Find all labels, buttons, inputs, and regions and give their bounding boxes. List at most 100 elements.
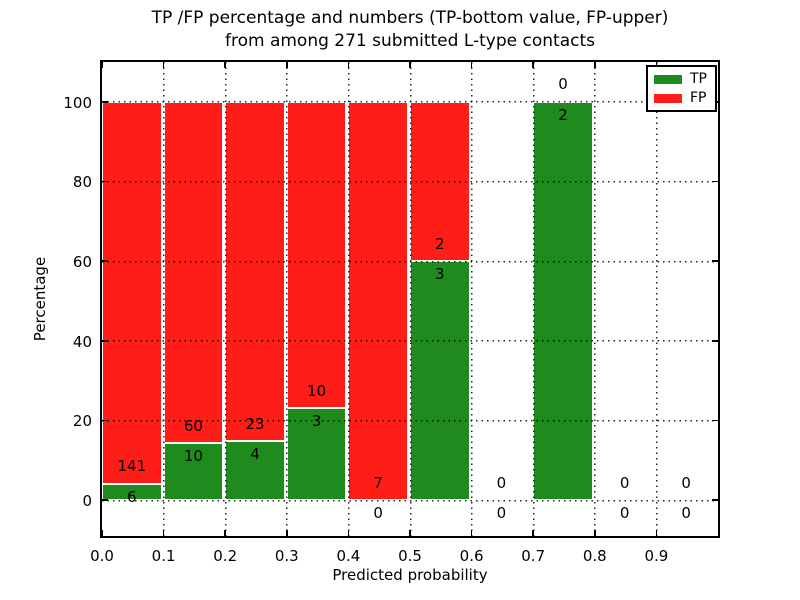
fp-count-label: 0: [496, 473, 507, 492]
x-tick-mark: [532, 530, 534, 536]
vertical-gridline: [286, 62, 289, 536]
x-tick-mark: [409, 62, 411, 68]
x-tick-mark: [594, 530, 596, 536]
x-tick-mark: [101, 530, 103, 536]
vertical-gridline: [532, 62, 535, 536]
tp-count-label: 0: [681, 503, 691, 522]
y-tick-mark: [102, 101, 108, 103]
tp-count-label: 10: [183, 446, 203, 465]
y-tick-mark: [102, 180, 108, 183]
y-tick-mark: [102, 260, 108, 262]
legend-label-fp: FP: [690, 90, 707, 106]
tp-count-label: 3: [435, 264, 445, 283]
tp-bar-segment: [410, 261, 470, 501]
fp-bar-segment: [163, 101, 224, 444]
x-tick-label: 0.8: [582, 547, 607, 565]
fp-count-label: 60: [183, 416, 203, 435]
x-tick-label: 0.7: [521, 547, 546, 565]
y-tick-mark: [712, 499, 718, 501]
vertical-gridline: [224, 62, 227, 536]
tp-bar-segment: [533, 101, 593, 501]
fp-bar-segment: [348, 101, 408, 501]
x-tick-mark: [224, 62, 226, 68]
y-tick-label: 20: [72, 412, 92, 431]
chart-title-line1: TP /FP percentage and numbers (TP-bottom…: [151, 8, 669, 28]
tp-bar-segment: [163, 443, 224, 501]
x-tick-mark: [470, 530, 473, 536]
y-tick-mark: [102, 419, 108, 422]
fp-color-swatch: [654, 93, 682, 103]
x-tick-mark: [532, 62, 534, 68]
legend-item-fp: FP: [648, 91, 715, 105]
y-tick-mark: [102, 340, 108, 342]
fp-count-label: 2: [435, 234, 445, 253]
x-tick-label: 0.0: [90, 547, 114, 565]
vertical-gridline: [163, 62, 166, 536]
plot-canvas: 141 6 60 10 23 4 10 3 7 0 2 3 0 0 0 2 0 0 0 0: [101, 62, 718, 536]
x-tick-mark: [347, 530, 350, 536]
vertical-gridline: [409, 62, 412, 536]
x-tick-mark: [594, 62, 596, 68]
tp-bar-segment: [102, 483, 162, 501]
y-tick-label: 40: [72, 332, 92, 351]
x-tick-mark: [409, 530, 411, 536]
chart-title: TP /FP percentage and numbers (TP-bottom…: [100, 7, 720, 53]
fp-count-label: 23: [245, 414, 265, 433]
x-tick-label: 0.9: [644, 547, 669, 565]
y-tick-mark: [712, 180, 718, 183]
fp-bar-segment: [286, 101, 347, 409]
x-tick-label: 0.3: [274, 547, 299, 565]
x-tick-label: 0.6: [459, 547, 484, 565]
fp-count-label: 0: [558, 75, 568, 94]
chart-title-line2: from among 271 submitted L-type contacts: [224, 31, 595, 51]
x-tick-mark: [655, 530, 658, 536]
x-tick-label: 0.5: [398, 547, 422, 565]
tp-count-label: 0: [619, 503, 630, 522]
vertical-gridline: [471, 62, 474, 536]
tp-color-swatch: [654, 74, 682, 84]
y-tick-label: 80: [72, 173, 92, 192]
x-axis-label: Predicted probability: [332, 566, 488, 584]
plot-area: 141 6 60 10 23 4 10 3 7 0 2 3 0 0 0 2 0 0 0 0: [100, 60, 720, 538]
x-tick-mark: [162, 530, 165, 536]
x-tick-mark: [101, 62, 103, 68]
tp-count-label: 0: [373, 503, 383, 522]
legend: TP FP: [646, 65, 717, 112]
tp-count-label: 0: [496, 503, 507, 522]
x-tick-mark: [224, 530, 226, 536]
fp-count-label: 10: [307, 381, 327, 400]
x-tick-mark: [286, 530, 288, 536]
vertical-gridline: [655, 62, 658, 536]
y-tick-mark: [712, 340, 718, 342]
y-tick-mark: [712, 419, 718, 422]
tp-count-label: 3: [311, 411, 322, 430]
x-tick-mark: [470, 62, 473, 68]
fp-count-label: 7: [373, 473, 383, 492]
legend-item-tp: TP: [648, 72, 715, 86]
y-tick-mark: [712, 260, 718, 262]
fp-bar-segment: [102, 101, 162, 484]
fp-bar-segment: [225, 101, 285, 442]
y-tick-label: 100: [63, 93, 92, 112]
legend-label-tp: TP: [690, 71, 707, 87]
y-tick-mark: [102, 499, 108, 501]
x-tick-mark: [347, 62, 350, 68]
fp-count-label: 0: [681, 473, 691, 492]
fp-count-label: 0: [619, 473, 630, 492]
x-tick-label: 0.1: [151, 547, 176, 565]
x-tick-label: 0.4: [336, 547, 361, 565]
vertical-gridline: [594, 62, 597, 536]
fp-count-label: 141: [117, 457, 147, 476]
y-tick-label: 60: [72, 253, 92, 272]
tp-count-label: 2: [558, 105, 568, 124]
x-tick-mark: [162, 62, 165, 68]
vertical-gridline: [347, 62, 350, 536]
y-axis-label: Percentage: [31, 256, 49, 342]
tp-count-label: 4: [250, 444, 260, 463]
tp-count-label: 6: [127, 487, 137, 506]
y-tick-label: 0: [82, 492, 92, 511]
x-tick-label: 0.2: [213, 547, 238, 565]
x-tick-mark: [286, 62, 288, 68]
tp-bar-segment: [286, 408, 347, 501]
